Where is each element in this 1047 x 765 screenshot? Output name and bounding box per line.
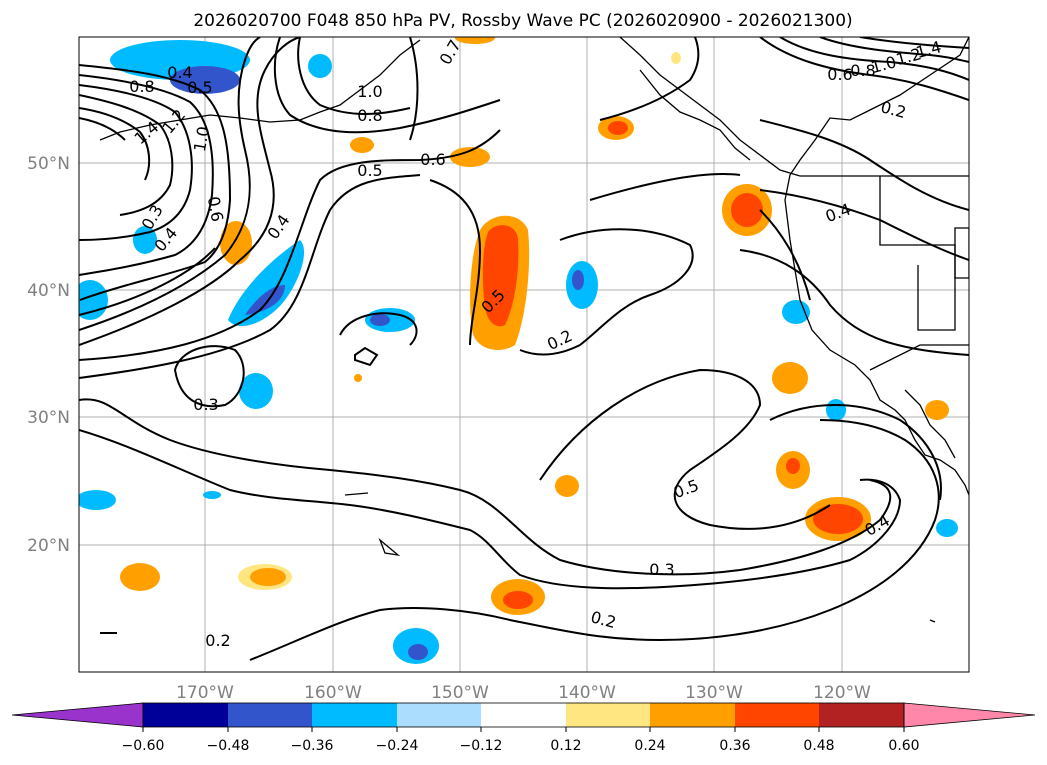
contour-label: 1.0 bbox=[190, 125, 213, 153]
anomaly-positive bbox=[482, 225, 519, 327]
contour-label: 0.5 bbox=[357, 161, 382, 180]
contour-label: 0.4 bbox=[167, 63, 192, 82]
anomaly-negative bbox=[79, 280, 108, 320]
anomaly-negative bbox=[308, 54, 332, 78]
contour-label: 0.8 bbox=[129, 77, 154, 96]
anomaly-positive bbox=[731, 193, 763, 227]
anomaly-negative bbox=[782, 300, 810, 324]
colorbar-label: −0.12 bbox=[460, 738, 503, 754]
colorbar-segment bbox=[566, 703, 650, 727]
colorbar-label: 0.24 bbox=[634, 738, 665, 754]
contour-label: 0.8 bbox=[850, 61, 875, 80]
lon-tick-label: 160°W bbox=[304, 683, 362, 703]
contour-label: 0.3 bbox=[649, 560, 674, 579]
anomaly-positive bbox=[455, 37, 495, 44]
anomaly-positive bbox=[354, 374, 362, 382]
anomaly-positive bbox=[555, 475, 579, 497]
anomaly-positive bbox=[608, 121, 628, 135]
contour-label: 0.6 bbox=[420, 150, 445, 169]
contour-label: 0.8 bbox=[357, 106, 382, 125]
lat-tick-label: 30°N bbox=[27, 408, 70, 428]
colorbar-extend-high bbox=[903, 702, 1036, 728]
colorbar-ticks bbox=[142, 727, 905, 732]
anomaly-negative bbox=[826, 399, 846, 421]
colorbar-segment bbox=[228, 703, 312, 727]
colorbar-label: 0.36 bbox=[719, 738, 750, 754]
anomaly-negative bbox=[572, 270, 584, 290]
lon-tick-label: 170°W bbox=[176, 683, 234, 703]
colorbar-segment bbox=[735, 703, 819, 727]
contour-label: 1.0 bbox=[357, 82, 382, 101]
contour-label: 0.5 bbox=[187, 78, 212, 97]
colorbar-extend-low bbox=[11, 702, 144, 728]
anomaly-positive bbox=[671, 52, 681, 64]
lat-tick-label: 40°N bbox=[27, 281, 70, 301]
colorbar-label: −0.60 bbox=[122, 738, 165, 754]
colorbar-segment bbox=[312, 703, 397, 727]
contour-label: 0.3 bbox=[193, 395, 218, 414]
anomaly-negative bbox=[245, 285, 285, 315]
colorbar-label: 0.12 bbox=[550, 738, 581, 754]
colorbar-label: 0.60 bbox=[888, 738, 919, 754]
anomaly-positive bbox=[813, 504, 863, 534]
anomaly-positive bbox=[772, 362, 808, 394]
colorbar-label: −0.24 bbox=[376, 738, 419, 754]
anomaly-positive bbox=[786, 458, 800, 474]
shaded-anomalies bbox=[79, 37, 958, 664]
colorbar-label: −0.48 bbox=[207, 738, 250, 754]
anomaly-positive bbox=[120, 563, 160, 591]
anomaly-negative bbox=[408, 644, 428, 660]
gridlines bbox=[79, 37, 969, 672]
lon-tick-label: 120°W bbox=[813, 683, 871, 703]
colorbar-label: 0.48 bbox=[803, 738, 834, 754]
colorbar-segment bbox=[397, 703, 481, 727]
colorbar: −0.60 −0.48 −0.36 −0.24 −0.12 0.12 0.24 … bbox=[11, 702, 1036, 754]
lon-tick-label: 140°W bbox=[558, 683, 616, 703]
anomaly-negative bbox=[239, 373, 273, 409]
contour-label: 0.2 bbox=[205, 631, 230, 650]
lon-tick-label: 150°W bbox=[431, 683, 489, 703]
coastlines bbox=[99, 37, 969, 634]
anomaly-positive bbox=[250, 568, 286, 586]
colorbar-frame bbox=[142, 702, 905, 728]
anomaly-positive bbox=[220, 221, 252, 265]
lon-tick-label: 130°W bbox=[685, 683, 743, 703]
map-frame bbox=[78, 36, 970, 673]
anomaly-negative bbox=[133, 226, 157, 254]
map-background bbox=[79, 37, 969, 672]
anomaly-negative bbox=[170, 66, 240, 94]
anomaly-positive bbox=[450, 147, 490, 167]
colorbar-segment bbox=[650, 703, 735, 727]
contour-label: 0.6 bbox=[827, 65, 852, 84]
anomaly-negative bbox=[203, 491, 221, 499]
colorbar-label: −0.36 bbox=[291, 738, 334, 754]
lat-tick-label: 50°N bbox=[27, 154, 70, 174]
anomaly-negative bbox=[79, 490, 116, 510]
anomaly-negative bbox=[228, 240, 305, 327]
colorbar-segment bbox=[819, 703, 904, 727]
anomaly-negative bbox=[936, 519, 958, 537]
lat-tick-label: 20°N bbox=[27, 536, 70, 556]
anomaly-positive bbox=[503, 591, 533, 609]
colorbar-segment bbox=[143, 703, 228, 727]
map-panel: 0.4 0.5 0.8 1.4 1.2 1.0 0.3 0.4 0.6 0.4 … bbox=[78, 36, 970, 673]
map-title: 2026020700 F048 850 hPa PV, Rossby Wave … bbox=[193, 11, 852, 31]
contour-label: 0.6 bbox=[204, 195, 227, 223]
anomaly-positive bbox=[925, 400, 949, 420]
anomaly-positive bbox=[350, 137, 374, 153]
colorbar-segment bbox=[481, 703, 566, 727]
anomaly-negative bbox=[370, 314, 390, 326]
lon-tick-labels: 170°W 160°W 150°W 140°W 130°W 120°W bbox=[176, 683, 871, 703]
pv-contours bbox=[79, 37, 969, 661]
lat-tick-labels: 50°N 40°N 30°N 20°N bbox=[27, 154, 70, 556]
